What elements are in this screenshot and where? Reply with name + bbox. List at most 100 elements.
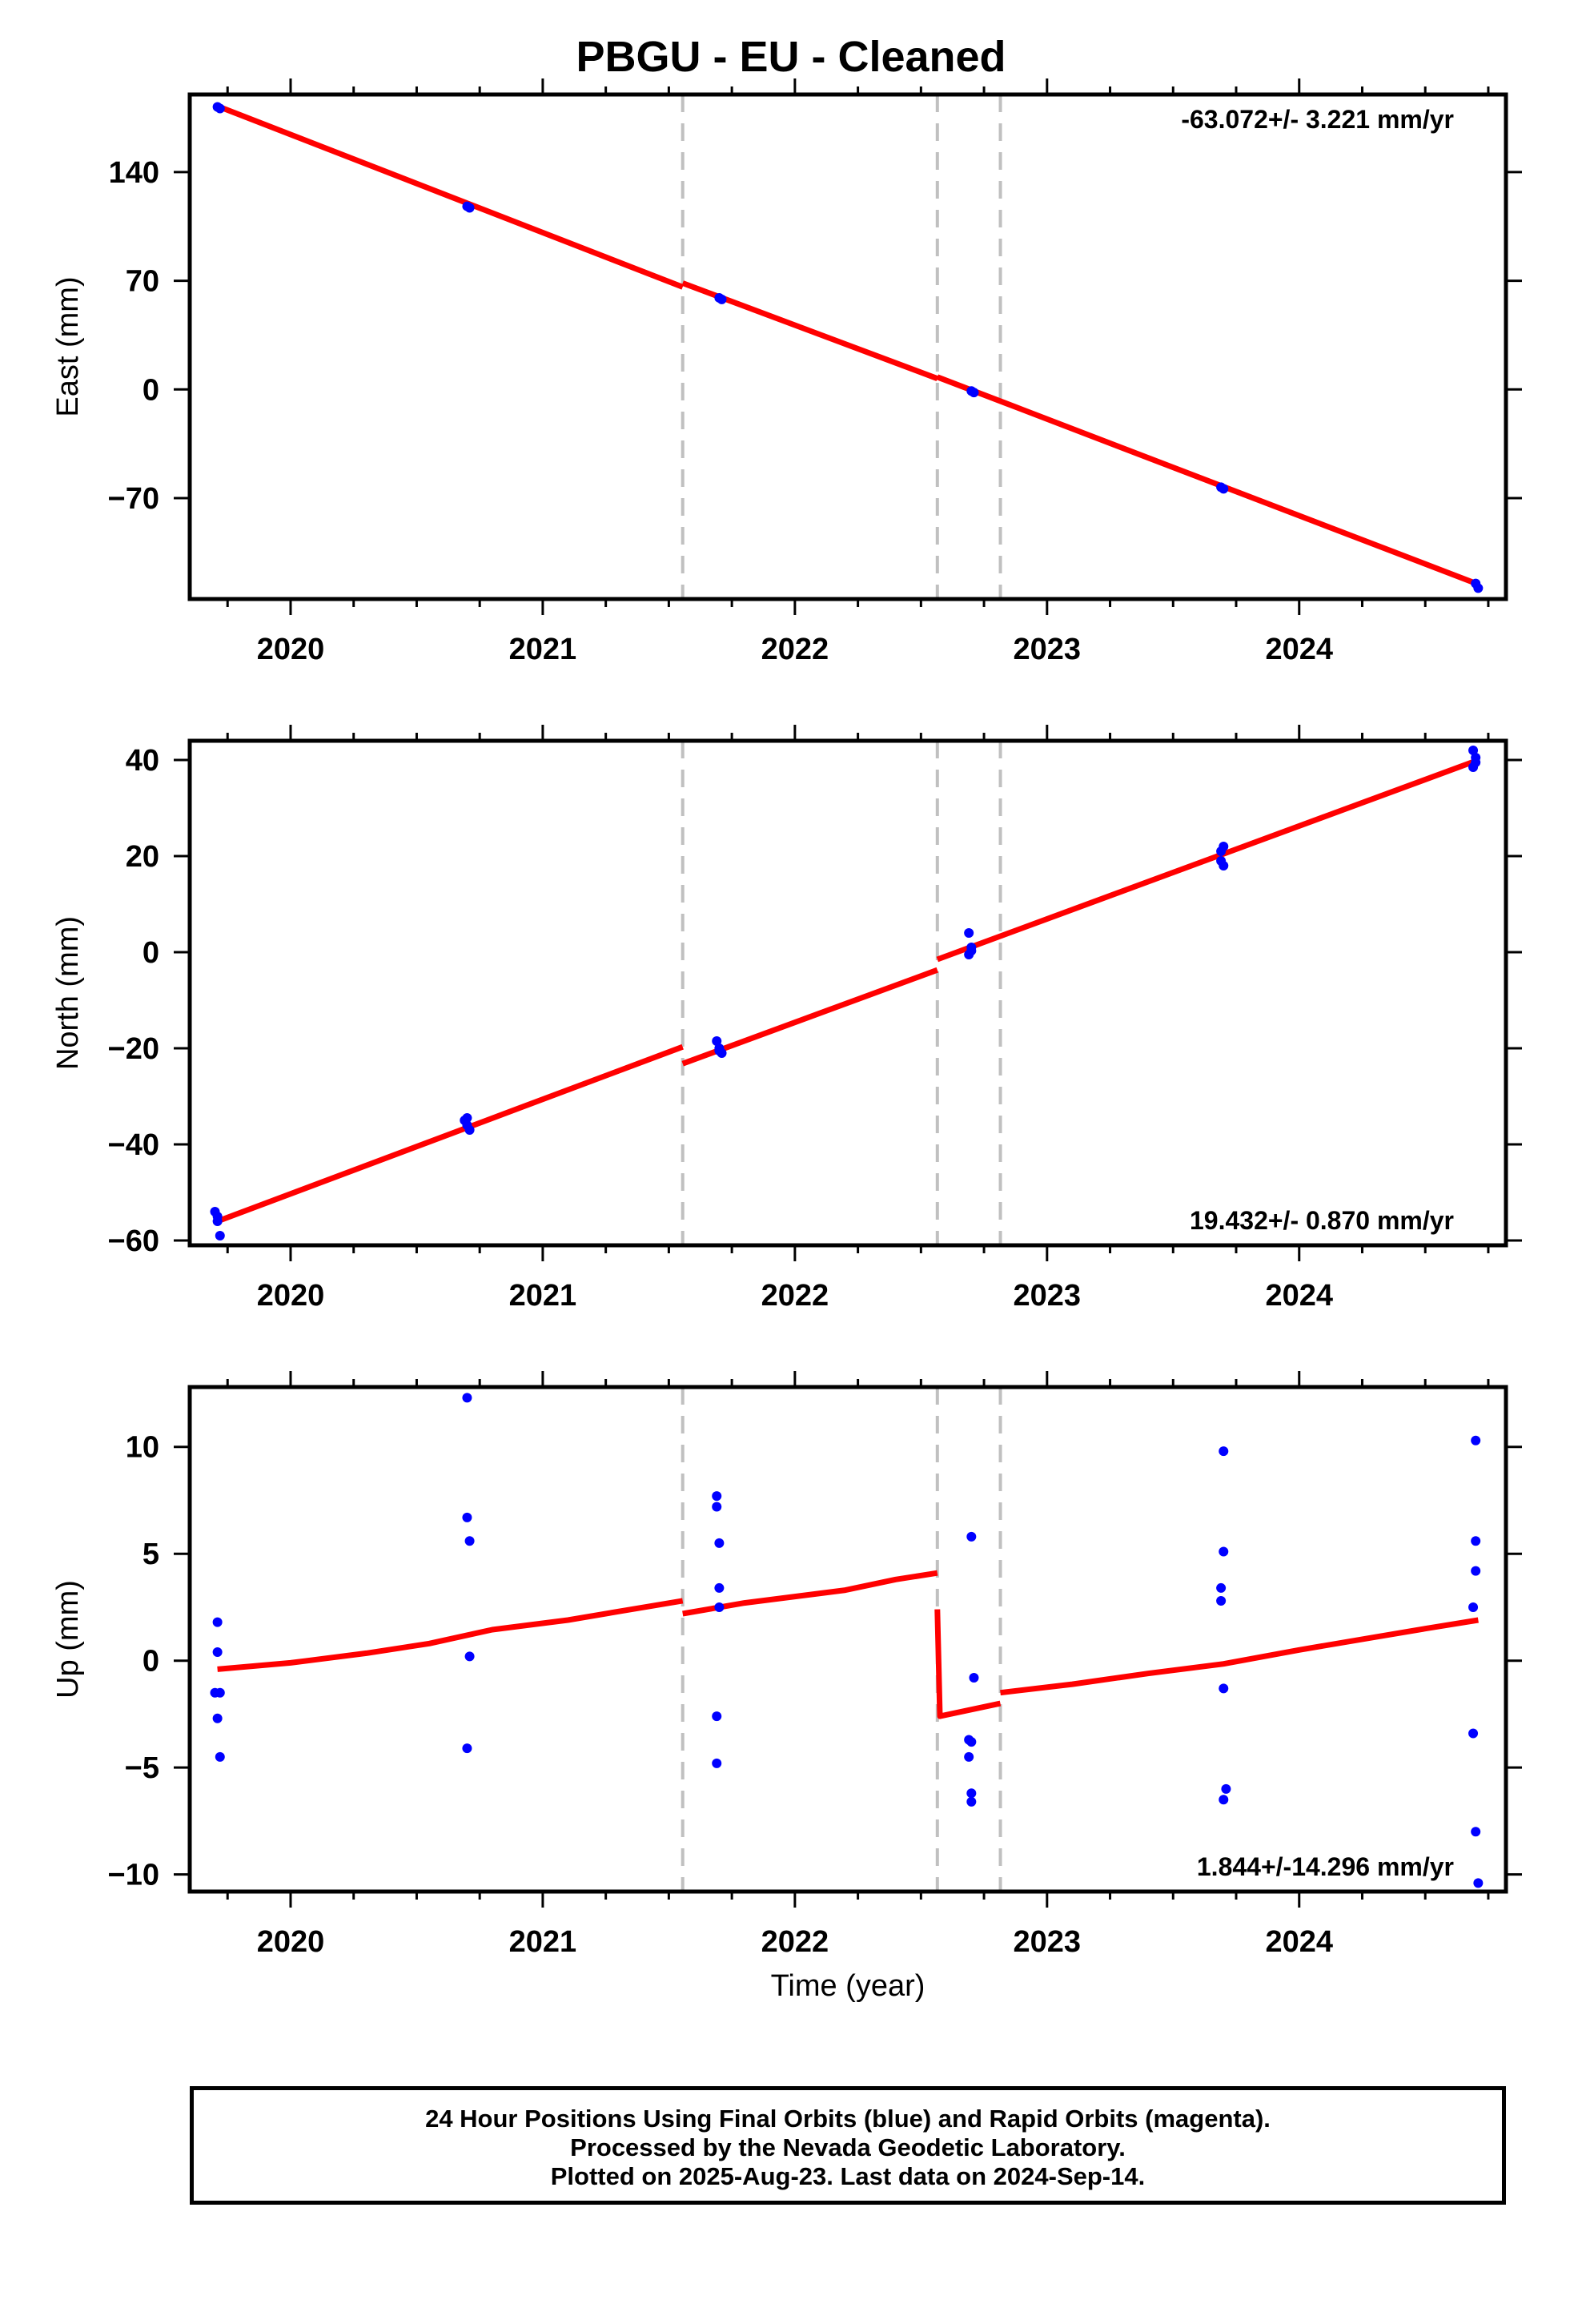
panel-2-data-point	[212, 1216, 223, 1226]
panel-2-data-point	[712, 1036, 722, 1046]
panel-2-data-point	[964, 928, 974, 938]
panel-2-y-tick-label: 20	[126, 840, 159, 874]
panel-3-fit-segment-2	[682, 1570, 938, 1617]
panel-2-y-tick-label: 0	[143, 936, 159, 970]
panel-2-y-tick-label: −60	[108, 1224, 159, 1258]
panel-3-fit-segment-4	[1000, 1617, 1479, 1696]
panel-2-data-point	[714, 1046, 725, 1055]
panel-3-data-point	[215, 1687, 225, 1698]
panel-1-y-tick-label: 70	[126, 265, 159, 299]
panel-3-data-point	[212, 1713, 223, 1723]
panel-3-rate-label: 1.844+/-14.296 mm/yr	[1197, 1852, 1454, 1881]
panel-3-y-tick-label: 5	[143, 1538, 159, 1571]
panel-3-data-point	[712, 1711, 722, 1722]
panel-2-data-point	[462, 1113, 472, 1123]
panel-3-x-tick-label: 2021	[509, 1925, 577, 1959]
panel-1-x-tick-label: 2022	[761, 633, 829, 666]
panel-3-data-point	[464, 1536, 475, 1546]
panel-2-x-tick-label: 2021	[509, 1279, 577, 1313]
panel-3-data-point	[712, 1491, 722, 1502]
panel-3-y-tick-label: −5	[125, 1751, 159, 1785]
panel-2-y-tick-label: −40	[108, 1128, 159, 1162]
panel-1-data-point	[1219, 484, 1229, 494]
panel-3-data-point	[964, 1751, 974, 1762]
panel-2-data-point	[1468, 746, 1479, 755]
panel-3-data-point	[966, 1531, 977, 1542]
panel-3-data-point	[969, 1673, 979, 1683]
panel-3-x-tick-label: 2020	[257, 1925, 325, 1959]
panel-2-rate-label: 19.432+/- 0.870 mm/yr	[1190, 1206, 1454, 1235]
panel-3-data-point	[966, 1788, 977, 1799]
panel-3-data-point	[1219, 1546, 1229, 1557]
panel-3-data-point	[714, 1602, 725, 1612]
panel-3-data-point	[714, 1582, 725, 1593]
panel-2-data-point	[1219, 842, 1229, 851]
panel-3-data-point	[462, 1393, 472, 1403]
panel-3-data-point	[1468, 1602, 1479, 1612]
panel-3-x-tick-label: 2022	[761, 1925, 829, 1959]
panel-2-x-tick-label: 2023	[1014, 1279, 1082, 1313]
panel-1-y-axis-label: East (mm)	[51, 276, 85, 416]
panel-1-x-tick-label: 2021	[509, 633, 577, 666]
panel-1-frame	[187, 92, 1508, 601]
panel-3-data-point	[712, 1502, 722, 1512]
panel-2-data-point	[966, 946, 977, 956]
panel-3-data-point	[1473, 1878, 1484, 1888]
caption-line-1: 24 Hour Positions Using Final Orbits (bl…	[425, 2105, 1271, 2133]
panel-3-data-point	[966, 1796, 977, 1807]
panel-2-data-point	[1471, 758, 1481, 767]
panel-3-x-tick-label: 2024	[1265, 1925, 1333, 1959]
panel-3-data-point	[1219, 1683, 1229, 1694]
panel-2-data-point	[215, 1231, 225, 1240]
caption-box: 24 Hour Positions Using Final Orbits (bl…	[190, 2086, 1506, 2205]
panel-2-fit-segment-3	[936, 757, 1480, 963]
panel-3-data-point	[1219, 1795, 1229, 1805]
panel-2-y-tick-label: −20	[108, 1032, 159, 1066]
panel-3-data-point	[714, 1538, 725, 1548]
panel-2-y-tick-label: 40	[126, 744, 159, 778]
panel-2-data-point	[1219, 861, 1229, 870]
panel-3-data-point	[1471, 1536, 1481, 1546]
panel-1-y-tick-label: 140	[109, 156, 159, 190]
panel-3-data-point	[712, 1758, 722, 1768]
panel-2-data-point	[464, 1125, 475, 1135]
caption-line-2: Processed by the Nevada Geodetic Laborat…	[570, 2133, 1126, 2161]
x-axis-label: Time (year)	[771, 1969, 926, 2003]
panel-2-frame	[187, 738, 1508, 1248]
panel-3-data-point	[212, 1617, 223, 1627]
panel-3-data-point	[1471, 1827, 1481, 1837]
panel-3-data-point	[966, 1737, 977, 1747]
panel-3-data-point	[1216, 1582, 1227, 1593]
panel-3-frame	[187, 1385, 1508, 1894]
panel-3-y-tick-label: 10	[126, 1431, 159, 1465]
panel-2-fit-segment-2	[681, 967, 939, 1067]
panel-2-x-tick-label: 2020	[257, 1279, 325, 1313]
panel-1-rate-label: -63.072+/- 3.221 mm/yr	[1181, 105, 1454, 134]
panel-3-data-point	[462, 1512, 472, 1522]
panel-2-x-tick-label: 2024	[1265, 1279, 1333, 1313]
panel-3-x-tick-label: 2023	[1014, 1925, 1082, 1959]
panel-3-y-tick-label: −10	[108, 1859, 159, 1892]
panel-2-fit-segment-1	[216, 1043, 684, 1224]
panel-1-y-tick-label: −70	[108, 482, 159, 516]
panel-1-x-tick-label: 2023	[1014, 633, 1082, 666]
panel-3-data-point	[1468, 1728, 1479, 1739]
panel-1-data-point	[464, 203, 475, 213]
panel-3-y-tick-label: 0	[143, 1645, 159, 1679]
panel-3-data-point	[464, 1651, 475, 1662]
panel-3-fit-segment-3	[934, 1609, 1002, 1719]
caption-line-3: Plotted on 2025-Aug-23. Last data on 202…	[550, 2162, 1146, 2190]
panel-3-data-point	[462, 1743, 472, 1754]
panel-3-data-point	[1219, 1446, 1229, 1457]
panel-3-data-point	[1221, 1783, 1231, 1794]
panel-2-y-axis-label: North (mm)	[51, 916, 85, 1070]
panel-1-data-point	[1473, 583, 1484, 593]
panel-3-fit-segment-1	[217, 1598, 684, 1672]
panel-1-x-tick-label: 2024	[1265, 633, 1333, 666]
panel-1-y-tick-label: 0	[143, 373, 159, 407]
chart-title: PBGU - EU - Cleaned	[576, 33, 1006, 81]
panel-1-data-point	[717, 294, 727, 304]
panel-1-x-tick-label: 2020	[257, 633, 325, 666]
panel-3-data-point	[212, 1647, 223, 1658]
